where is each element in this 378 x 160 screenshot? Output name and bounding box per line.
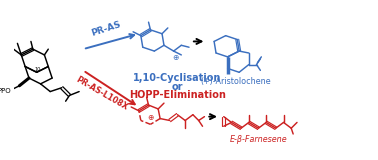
Text: ⊕: ⊕ bbox=[172, 53, 179, 62]
Text: HOPP-Elimination: HOPP-Elimination bbox=[129, 90, 226, 100]
Text: PR-AS-L108X: PR-AS-L108X bbox=[75, 75, 130, 112]
Text: PPO: PPO bbox=[0, 88, 11, 94]
Text: (+)-Aristolochene: (+)-Aristolochene bbox=[200, 77, 271, 86]
Text: ⊕: ⊕ bbox=[147, 113, 154, 122]
Text: 10: 10 bbox=[34, 67, 41, 72]
Text: or: or bbox=[172, 82, 183, 92]
Text: PR-AS: PR-AS bbox=[90, 20, 122, 38]
Text: 1,10-Cyclisation: 1,10-Cyclisation bbox=[133, 73, 222, 83]
Text: E-β-Farnesene: E-β-Farnesene bbox=[230, 135, 287, 144]
